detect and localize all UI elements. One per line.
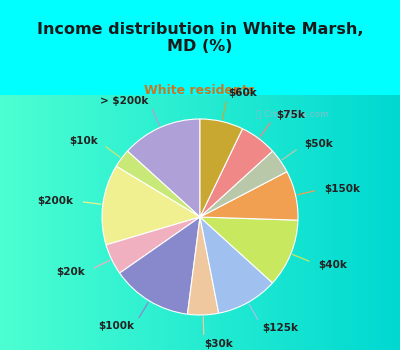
- Text: $10k: $10k: [69, 136, 98, 146]
- Text: > $200k: > $200k: [100, 96, 148, 105]
- Wedge shape: [200, 129, 272, 217]
- Wedge shape: [128, 119, 200, 217]
- Text: $75k: $75k: [276, 110, 305, 120]
- Text: $60k: $60k: [228, 88, 257, 98]
- Wedge shape: [200, 217, 272, 313]
- Text: $50k: $50k: [304, 139, 333, 149]
- Text: $40k: $40k: [318, 260, 347, 270]
- Text: ⓘ City-Data.com: ⓘ City-Data.com: [256, 111, 328, 119]
- Wedge shape: [200, 217, 298, 283]
- Text: $125k: $125k: [262, 323, 298, 333]
- Text: $30k: $30k: [204, 340, 233, 349]
- Text: Income distribution in White Marsh,
MD (%): Income distribution in White Marsh, MD (…: [37, 22, 363, 54]
- Wedge shape: [200, 119, 242, 217]
- Wedge shape: [116, 151, 200, 217]
- Text: $150k: $150k: [324, 184, 360, 194]
- Text: $100k: $100k: [98, 321, 134, 331]
- Text: $20k: $20k: [56, 267, 85, 277]
- Wedge shape: [106, 217, 200, 273]
- Wedge shape: [200, 172, 298, 220]
- Wedge shape: [102, 166, 200, 245]
- Text: $200k: $200k: [38, 196, 74, 206]
- Wedge shape: [188, 217, 219, 315]
- Wedge shape: [200, 151, 287, 217]
- Wedge shape: [120, 217, 200, 314]
- Text: White residents: White residents: [144, 84, 256, 97]
